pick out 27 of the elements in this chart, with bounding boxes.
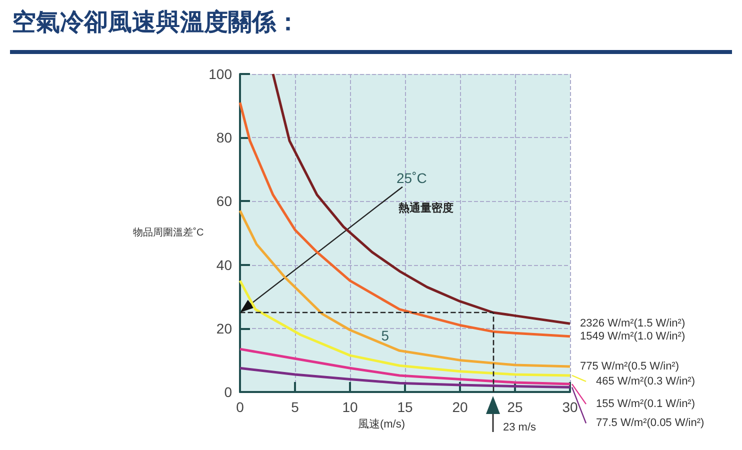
y-tick-label: 0 [224,384,232,400]
x-tick-label: 30 [562,399,578,415]
series-label: 775 W/m²(0.5 W/in²) [580,360,680,373]
x-tick-label: 20 [452,399,468,415]
text: 77.5 W/m²(0.05 W/in²) [596,417,704,430]
y-tick-label: 100 [208,66,232,82]
x-axis-title: 風速(m/s) [358,417,405,430]
x-tick-label: 15 [397,399,413,415]
legend-label: 465 W/m²(0.3 W/in²) [596,375,696,388]
annotation: 熱通量密度 [398,201,454,214]
ref-line-label: 23 m/s [503,422,537,434]
text: 155 W/m²(0.1 W/in²) [596,398,696,410]
ref-line-label: 25˚C [396,170,427,186]
chart-title: 空氣冷卻風速與溫度關係： [11,7,301,38]
x-tick-label: 10 [342,399,358,415]
x-tick-label: 25 [507,399,523,415]
y-tick-label: 20 [216,320,232,336]
y-tick-label: 80 [216,130,232,146]
y-tick-label: 60 [216,193,232,210]
annotation: 5 [381,327,390,344]
y-tick-label: 40 [216,256,232,273]
series-label: 1549 W/m²(1.0 W/in²) [580,330,686,342]
series-label: 2326 W/m²(1.5 W/in²) [580,318,686,330]
x-tick-label: 5 [291,399,300,415]
y-axis-title: 物品周圍溫差˚C [133,226,204,238]
line-series [272,72,572,325]
x-tick-label: 0 [236,399,244,415]
